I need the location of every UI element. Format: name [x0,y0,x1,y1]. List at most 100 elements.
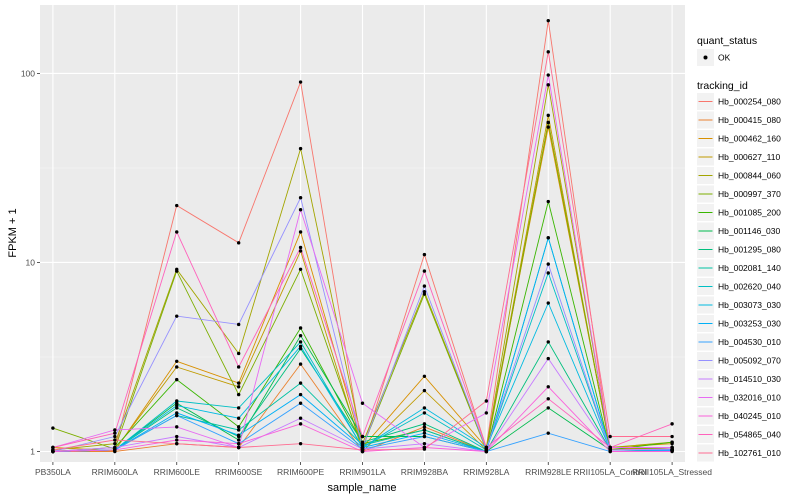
data-point [546,83,550,87]
data-point [175,438,179,442]
legend-label: Hb_004530_010 [718,337,781,347]
data-point [546,236,550,240]
legend-label: Hb_040245_010 [718,411,781,421]
data-point [175,406,179,410]
legend-label: Hb_001146_030 [718,226,781,236]
y-axis-title: FPKM + 1 [7,208,19,257]
data-point [51,426,55,430]
data-point [360,434,365,439]
y-axis-ticks: 1 10 100 [21,68,40,457]
data-point [175,365,179,369]
data-point [298,267,303,271]
data-point [422,284,427,288]
data-point [422,411,427,415]
x-tick-label: RRIM600SE [215,467,263,477]
x-tick-label: RRIM901LA [339,467,386,477]
data-point [175,441,179,446]
legend-label: Hb_005092_070 [718,356,781,366]
legend-label: Hb_002620_040 [718,282,781,292]
data-point [298,326,303,330]
data-point [546,262,550,266]
data-point [175,230,179,234]
legend-label: Hb_054865_040 [718,430,781,440]
data-point [298,401,303,405]
legend-label: Hb_002081_140 [718,263,781,273]
legend-label: Hb_000844_060 [718,171,781,181]
data-point [422,252,427,257]
data-point [175,314,179,318]
legend-label: Hb_032016_010 [718,393,781,403]
data-point [670,422,674,426]
data-point [670,449,674,454]
data-point [546,431,550,435]
data-point [422,434,427,439]
x-tick-label: RRIM928BA [401,467,449,477]
data-point [175,413,179,418]
data-point [298,441,303,446]
data-point [546,397,550,401]
y-tick-label: 100 [21,68,35,78]
quant-legend-title: quant_status [697,35,757,47]
x-axis-title: sample_name [327,482,396,494]
data-point [422,269,427,273]
data-point [236,322,241,327]
data-point [546,340,550,344]
data-point [546,199,550,204]
data-point [175,359,179,364]
quant-legend-point [703,55,708,60]
data-point [113,441,117,446]
data-point [484,411,489,415]
tracking-legend-title: tracking_id [697,80,748,92]
legend-label: Hb_000627_110 [718,152,781,162]
x-tick-label: RRIM928LE [525,467,572,477]
series-points [51,18,674,454]
data-point [298,362,303,366]
data-point [422,447,427,451]
data-point [236,351,241,356]
data-point [546,18,550,23]
data-point [360,440,365,444]
data-point [608,434,612,439]
x-tick-label: PB350LA [35,467,71,477]
legend-label: Hb_102761_010 [718,448,781,458]
data-point [422,441,427,446]
data-point [422,428,427,432]
data-point [546,50,550,54]
data-point [113,438,117,442]
legend-label: Hb_000462_160 [718,134,781,144]
data-point [236,385,241,389]
data-point [175,203,179,208]
data-point [113,448,117,452]
x-tick-label: RRII105LA_Stressed [632,467,712,477]
data-point [175,377,179,382]
y-tick-label: 10 [26,257,36,267]
data-point [236,441,241,446]
data-point [546,301,550,305]
data-point [608,449,612,454]
data-point [236,392,241,397]
legend: quant_status OK tracking_id Hb_000254_08… [697,35,781,462]
data-point [175,399,179,403]
x-tick-label: RRIM600LA [92,467,139,477]
data-point [236,438,241,442]
data-point [422,290,427,294]
data-point [113,431,117,435]
data-point [175,434,179,439]
data-point [236,416,241,420]
data-point [113,428,117,432]
x-axis-ticks: PB350LA RRIM600LA RRIM600LE RRIM600SE RRIM60… [35,462,712,477]
data-point [236,381,241,385]
data-point [546,125,550,129]
x-tick-label: RRIM928LA [463,467,510,477]
data-point [608,445,612,450]
x-tick-label: RRII105LA_Control [573,467,647,477]
data-point [175,269,179,273]
data-point [51,445,55,450]
data-point [298,392,303,397]
legend-label: Hb_003073_030 [718,300,781,310]
data-point [670,440,674,444]
data-point [422,406,427,410]
legend-label: Hb_001295_080 [718,245,781,255]
data-point [175,425,179,429]
legend-label: Hb_003253_030 [718,319,781,329]
